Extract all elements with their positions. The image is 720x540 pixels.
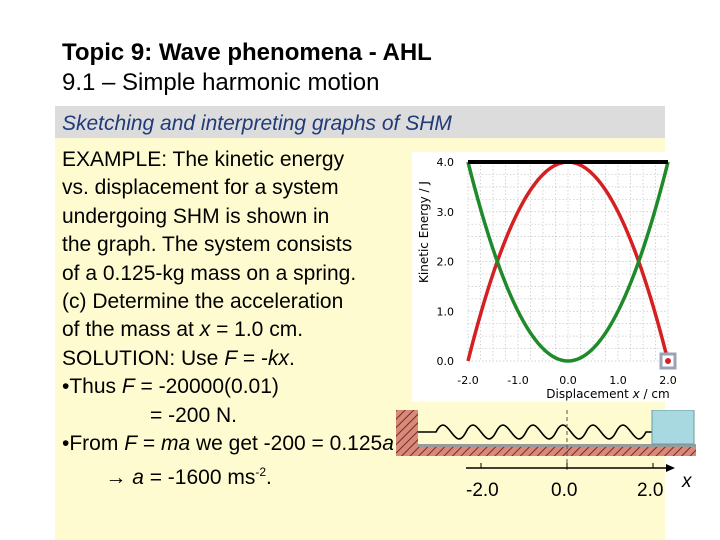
text-line: (c) Determine the acceleration [62, 290, 344, 314]
text-line: SOLUTION: Use F = -kx. [62, 346, 295, 370]
floor-surface [418, 444, 696, 447]
text-line: vs. displacement for a system [62, 176, 339, 200]
ke-displacement-chart: -2.0 -1.0 0.0 1.0 2.0 0.0 1.0 2.0 3.0 4.0 Kinetic… [412, 152, 684, 402]
title-line-2: 9.1 – Simple harmonic motion [62, 69, 380, 96]
text-line: = -200 N. [150, 403, 237, 427]
x-tick-label: -1.0 [507, 374, 528, 387]
y-tick-label: 1.0 [437, 305, 455, 318]
y-tick-label: 2.0 [437, 256, 455, 269]
axis-arrowhead [666, 464, 675, 472]
slide-title: Topic 9: Wave phenomena - AHL 9.1 – Simp… [62, 38, 432, 98]
wall [396, 410, 418, 454]
spring-coil [418, 424, 652, 440]
y-tick-label: 3.0 [437, 206, 455, 219]
chart-grid [467, 161, 669, 362]
y-tick-label: 0.0 [437, 355, 455, 368]
text-line: EXAMPLE: The kinetic energy [62, 148, 345, 171]
y-tick-label: 4.0 [437, 156, 455, 169]
chart-background [412, 152, 684, 402]
highlight-marker-dot [665, 358, 671, 364]
example-text: EXAMPLE: The kinetic energy vs. displace… [62, 146, 394, 493]
text-line: → a = -1600 ms-2. [105, 465, 272, 490]
mass-block [651, 410, 695, 445]
text-line: the graph. The system consists [62, 233, 353, 257]
x-tick-label: -2.0 [457, 374, 478, 387]
subheading: Sketching and interpreting graphs of SHM [62, 112, 452, 135]
spring-axis-label-zero: 0.0 [551, 480, 578, 501]
spring-axis-label-pos: 2.0 [637, 480, 664, 501]
spring-axis-label-neg: -2.0 [466, 480, 499, 501]
text-line: of a 0.125-kg mass on a spring. [62, 261, 357, 285]
y-axis-label: Kinetic Energy / J [417, 181, 431, 283]
text-line: undergoing SHM is shown in [62, 204, 330, 228]
subheading-band [55, 106, 665, 138]
text-line: of the mass at x = 1.0 cm. [62, 318, 304, 342]
title-line-1: Topic 9: Wave phenomena - AHL [62, 39, 432, 66]
chart-ticks: -2.0 -1.0 0.0 1.0 2.0 0.0 1.0 2.0 3.0 4.0 [437, 156, 677, 387]
chart-series [466, 160, 670, 363]
mass-spring-diagram [396, 410, 696, 472]
x-tick-label: 1.0 [609, 374, 627, 387]
spring-axis-x-label: x [682, 471, 692, 492]
x-tick-label: 2.0 [659, 374, 677, 387]
series-line-1 [466, 161, 670, 363]
x-axis-label: Displacement x / cm [546, 387, 669, 401]
floor [396, 446, 696, 456]
text-line: •From F = ma we get -200 = 0.125a [62, 432, 394, 456]
x-tick-label: 0.0 [559, 374, 577, 387]
text-line: •Thus F = -20000(0.01) [62, 375, 279, 399]
